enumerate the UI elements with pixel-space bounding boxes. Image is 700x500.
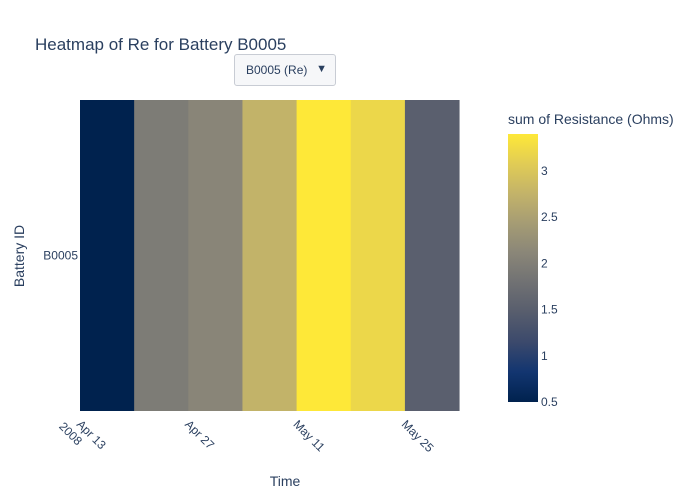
heatmap-cell-7 bbox=[404, 100, 460, 411]
colorbar-title: sum of Resistance (Ohms) bbox=[508, 111, 674, 127]
svg-text:May 25: May 25 bbox=[399, 417, 437, 455]
colorbar-tick-label: 2 bbox=[541, 256, 548, 270]
caret-down-icon: ▼ bbox=[316, 63, 327, 75]
colorbar-tick-label: 2.5 bbox=[541, 210, 558, 224]
y-axis-ticks: B0005 bbox=[43, 249, 78, 263]
y-axis-title: Battery ID bbox=[11, 225, 27, 287]
heatmap-cell-2 bbox=[134, 100, 189, 411]
heatmap-cell-1 bbox=[80, 100, 135, 411]
heatmap-cells bbox=[80, 100, 460, 411]
chart-title: Heatmap of Re for Battery B0005 bbox=[35, 35, 286, 54]
colorbar-tick-label: 1.5 bbox=[541, 303, 558, 317]
colorbar-tick-label: 0.5 bbox=[541, 395, 558, 409]
colorbar bbox=[508, 134, 538, 402]
svg-text:Apr 27: Apr 27 bbox=[182, 417, 217, 452]
heatmap-cell-4 bbox=[242, 100, 298, 411]
heatmap-cell-6 bbox=[350, 100, 406, 411]
svg-text:May 11: May 11 bbox=[290, 417, 327, 454]
y-tick-label: B0005 bbox=[43, 249, 78, 263]
x-tick-label: May 11 bbox=[290, 417, 327, 454]
x-axis-title: Time bbox=[270, 473, 301, 489]
colorbar-tick-label: 1 bbox=[541, 349, 548, 363]
x-tick-label: Apr 27 bbox=[182, 417, 217, 452]
heatmap-cell-5 bbox=[296, 100, 352, 411]
colorbar-ticks: 0.5 1 1.5 2 2.5 3 bbox=[541, 164, 558, 409]
battery-select-dropdown[interactable]: B0005 (Re) ▼ bbox=[234, 54, 336, 86]
heatmap-cell-3 bbox=[188, 100, 243, 411]
x-tick-label: May 25 bbox=[399, 417, 437, 455]
dropdown-selected-label: B0005 (Re) bbox=[246, 63, 308, 77]
colorbar-tick-label: 3 bbox=[541, 164, 548, 178]
